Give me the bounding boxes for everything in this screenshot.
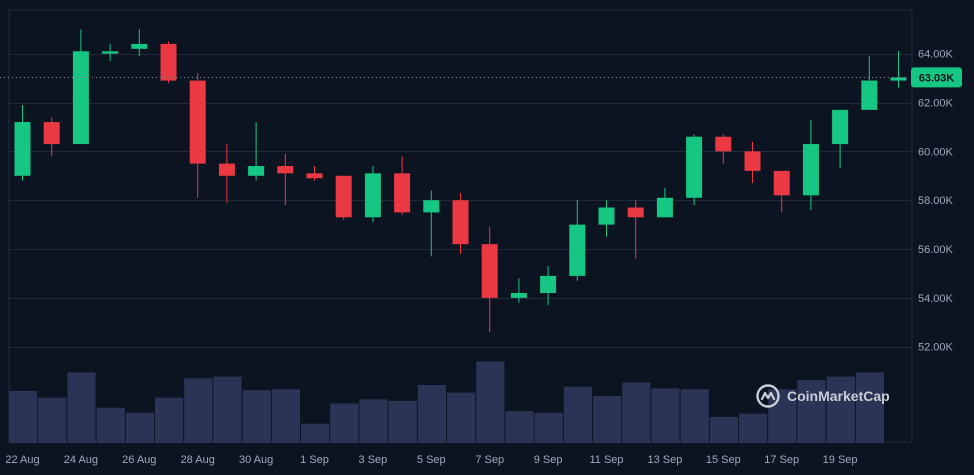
x-tick-label: 22 Aug [5, 454, 39, 466]
volume-bar [739, 414, 767, 443]
volume-bar [593, 396, 621, 443]
coinmarketcap-wordmark: CoinMarketCap [787, 388, 890, 404]
candle-body [599, 208, 615, 225]
y-tick-label: 56.00K [918, 244, 954, 256]
x-tick-label: 28 Aug [181, 454, 215, 466]
y-tick-label: 58.00K [918, 195, 954, 207]
volume-bar [476, 362, 504, 443]
y-tick-label: 64.00K [918, 49, 954, 61]
candle-body [277, 166, 293, 173]
volume-bar [97, 408, 125, 443]
candle-body [569, 225, 585, 276]
x-tick-label: 30 Aug [239, 454, 273, 466]
x-tick-label: 9 Sep [534, 454, 563, 466]
candle-body [365, 173, 381, 217]
x-tick-label: 1 Sep [300, 454, 329, 466]
candle-body [511, 293, 527, 298]
volume-bar [710, 417, 738, 443]
x-tick-label: 3 Sep [359, 454, 388, 466]
y-tick-label: 52.00K [918, 342, 954, 354]
candle-body [423, 200, 439, 212]
candle-body [803, 144, 819, 195]
x-tick-label: 19 Sep [823, 454, 858, 466]
candle-body [131, 44, 147, 49]
volume-bar [243, 390, 271, 443]
candle-body [190, 81, 206, 164]
volume-bar [564, 387, 592, 443]
x-tick-label: 24 Aug [64, 454, 98, 466]
candle-body [745, 151, 761, 171]
candle [686, 134, 702, 205]
y-tick-label: 54.00K [918, 293, 954, 305]
candle [365, 166, 381, 222]
volume-bar [272, 389, 300, 443]
volume-bar [827, 377, 855, 443]
candle-body [15, 122, 31, 176]
candle-body [657, 198, 673, 218]
candle-body [102, 51, 118, 53]
candle-body [453, 200, 469, 244]
x-tick-label: 13 Sep [647, 454, 682, 466]
volume-bar [126, 413, 154, 443]
volume-bar [389, 401, 417, 443]
current-price-tag: 63.03K [911, 67, 962, 87]
candle-body [394, 173, 410, 212]
x-tick-label: 7 Sep [475, 454, 504, 466]
volume-bar [359, 399, 387, 443]
x-tick-label: 17 Sep [764, 454, 799, 466]
x-tick-label: 26 Aug [122, 454, 156, 466]
x-axis-ticks: 22 Aug 24 Aug 26 Aug 28 Aug 30 Aug 1 Sep 3 Sep… [5, 454, 857, 466]
candle-body [686, 137, 702, 198]
volume-bar [622, 383, 650, 443]
volume-bar [447, 393, 475, 443]
candle-body [774, 171, 790, 195]
volume-bar [213, 377, 241, 443]
candle-body [861, 81, 877, 110]
candle-body [482, 244, 498, 298]
current-price-label: 63.03K [919, 72, 955, 84]
y-tick-label: 62.00K [918, 98, 954, 110]
candle-body [628, 208, 644, 218]
candle-body [248, 166, 264, 176]
volume-bar [67, 372, 95, 443]
candle [161, 42, 177, 84]
candle-body [540, 276, 556, 293]
candle-body [161, 44, 177, 81]
volume-bar [651, 388, 679, 443]
volume-bar [330, 404, 358, 443]
volume-bar [535, 413, 563, 443]
volume-bar [301, 424, 329, 443]
candle [336, 176, 352, 220]
candle-body [832, 110, 848, 144]
y-tick-label: 60.00K [918, 146, 954, 158]
volume-bar [505, 411, 533, 443]
x-tick-label: 5 Sep [417, 454, 446, 466]
volume-bar [155, 398, 183, 443]
volume-bar [184, 378, 212, 443]
volume-bar [418, 385, 446, 443]
candle-body [219, 164, 235, 176]
volume-bar [681, 389, 709, 443]
volume-bar [856, 372, 884, 443]
volume-bar [38, 398, 66, 443]
x-tick-label: 15 Sep [706, 454, 741, 466]
candle-body [336, 176, 352, 218]
volume-bar [9, 391, 37, 443]
candle-body [73, 51, 89, 144]
candle-body [44, 122, 60, 144]
candle-body [715, 137, 731, 152]
x-tick-label: 11 Sep [589, 454, 623, 466]
candle-body [307, 173, 323, 178]
